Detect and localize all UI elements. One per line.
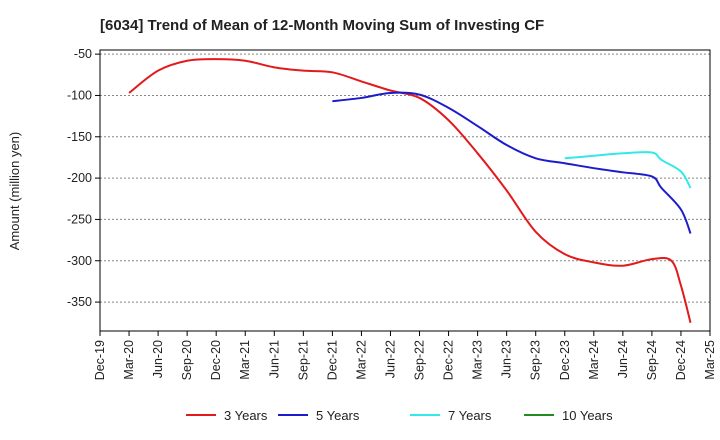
y-tick-label: -300 bbox=[67, 254, 92, 268]
plot-frame bbox=[99, 49, 711, 332]
x-tick-label: Jun-24 bbox=[616, 340, 630, 378]
x-tick-label: Dec-23 bbox=[558, 340, 572, 380]
y-tick-label: -100 bbox=[67, 88, 92, 102]
x-tick-label: Mar-23 bbox=[471, 340, 485, 380]
legend-label: 10 Years bbox=[562, 408, 613, 423]
legend-label: 7 Years bbox=[448, 408, 492, 423]
x-tick-label: Dec-22 bbox=[442, 340, 456, 380]
x-tick-label: Jun-23 bbox=[500, 340, 514, 378]
x-tick-label: Dec-20 bbox=[209, 340, 223, 380]
legend-item: 5 Years bbox=[278, 408, 360, 423]
x-tick-label: Sep-20 bbox=[180, 340, 194, 380]
legend-item: 10 Years bbox=[524, 408, 613, 423]
chart-title: [6034] Trend of Mean of 12-Month Moving … bbox=[100, 17, 544, 34]
legend-label: 3 Years bbox=[224, 408, 268, 423]
x-tick-label: Sep-22 bbox=[413, 340, 427, 380]
series-line-5-years bbox=[332, 91, 692, 234]
x-tick-label: Sep-23 bbox=[529, 340, 543, 380]
legend-item: 3 Years bbox=[186, 408, 268, 423]
x-tick-label: Mar-25 bbox=[703, 340, 717, 380]
series-lines bbox=[128, 58, 692, 323]
x-tick-label: Mar-21 bbox=[238, 340, 252, 380]
x-tick-label: Jun-22 bbox=[383, 340, 397, 378]
x-tick-label: Sep-21 bbox=[296, 340, 310, 380]
gridlines bbox=[100, 53, 710, 303]
x-tick-label: Dec-19 bbox=[93, 340, 107, 380]
series-line-3-years bbox=[128, 58, 692, 323]
x-tick-label: Dec-24 bbox=[674, 340, 688, 380]
y-tick-label: -350 bbox=[67, 295, 92, 309]
y-tick-label: -50 bbox=[74, 47, 92, 61]
x-tick-label: Mar-24 bbox=[587, 340, 601, 380]
x-tick-label: Jun-21 bbox=[267, 340, 281, 378]
x-tick-label: Sep-24 bbox=[645, 340, 659, 380]
y-tick-label: -150 bbox=[67, 130, 92, 144]
x-axis: Dec-19 Mar-20 Jun-20 Sep-20 Dec-20 Mar-21 Jun-… bbox=[93, 331, 717, 380]
x-tick-label: Mar-20 bbox=[122, 340, 136, 380]
x-tick-label: Dec-21 bbox=[325, 340, 339, 380]
legend-label: 5 Years bbox=[316, 408, 360, 423]
legend: 3 Years 5 Years 7 Years 10 Years bbox=[186, 408, 613, 423]
legend-item: 7 Years bbox=[410, 408, 492, 423]
y-axis: -50 -100 -150 -200 -250 -300 -350 bbox=[67, 47, 100, 309]
series-line-7-years bbox=[564, 151, 692, 189]
x-tick-label: Jun-20 bbox=[151, 340, 165, 378]
x-tick-label: Mar-22 bbox=[354, 340, 368, 380]
y-tick-label: -250 bbox=[67, 212, 92, 226]
y-tick-label: -200 bbox=[67, 171, 92, 185]
y-axis-label: Amount (million yen) bbox=[7, 132, 22, 251]
